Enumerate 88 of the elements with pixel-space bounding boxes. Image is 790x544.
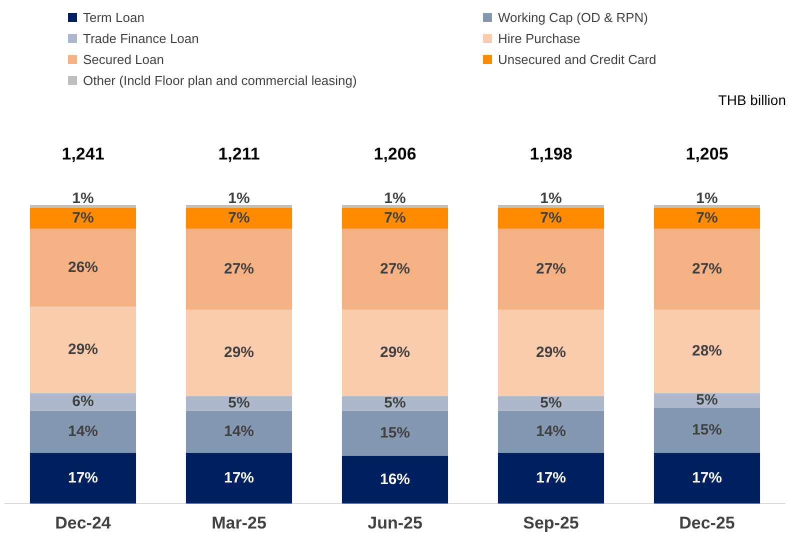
data-label: 7% [696,210,718,227]
annotation: 1,198 [530,144,572,164]
bar [30,228,136,307]
data-label: 5% [540,394,562,412]
data-label: 29% [68,340,98,358]
bar [654,408,760,453]
legend-label: Term Loan [83,10,144,25]
data-label: 28% [692,342,722,360]
x-tick-label: Sep-25 [523,513,579,532]
bar [654,393,760,408]
data-label: 14% [224,423,254,440]
bar [342,228,448,310]
data-label: 15% [380,424,410,442]
data-label: 5% [228,394,250,412]
data-label: 17% [224,469,254,486]
data-label: 14% [68,423,98,440]
bar [654,228,760,310]
bar [186,452,292,504]
data-label: 1% [696,190,718,208]
data-label: 14% [536,423,566,440]
data-label: 7% [72,210,94,227]
bar [342,396,448,412]
bar [498,228,604,310]
legend-label: Secured Loan [83,52,164,67]
legend-label: Unsecured and Credit Card [498,52,656,67]
bar [654,310,760,394]
bar [654,452,760,504]
annotation: 1,211 [218,144,260,164]
data-label: 15% [692,422,722,439]
data-label: 27% [536,260,566,278]
bar [30,393,136,412]
data-label: 7% [384,210,406,227]
data-label: 27% [224,260,254,278]
data-label: 7% [228,210,250,227]
data-label: 5% [384,394,406,412]
data-label: 1% [72,190,94,208]
data-label: 1% [384,190,406,208]
data-label: 16% [380,470,410,488]
bar [654,205,760,208]
legend-label: Other (Incld Floor plan and commercial leasing) [83,73,357,88]
data-label: 17% [536,469,566,486]
legend-label: Working Cap (OD & RPN) [498,10,648,25]
bar [342,411,448,456]
legend-label: Trade Finance Loan [83,31,199,46]
data-label: 27% [380,260,410,278]
x-tick-label: Dec-25 [679,513,735,532]
x-tick-label: Jun-25 [368,513,422,532]
bar [186,396,292,412]
text: THB billion [718,92,786,108]
bar [498,411,604,453]
data-label: 1% [540,190,562,208]
data-label: 1% [228,190,250,208]
data-label: 17% [68,469,98,486]
annotation: 1,205 [686,144,728,164]
annotation: 1,206 [374,144,416,164]
bar [342,208,448,229]
bar [498,452,604,504]
bar [498,310,604,396]
annotation: 1,241 [62,144,104,164]
data-label: 26% [68,258,98,276]
bar [186,411,292,453]
bar [498,205,604,208]
bar [30,411,136,453]
bar [186,310,292,396]
x-tick-label: Mar-25 [212,513,266,532]
legend-label: Hire Purchase [498,31,580,46]
data-label: 29% [536,344,566,361]
bar [654,208,760,229]
bar [498,208,604,229]
x-tick-label: Dec-24 [55,513,112,532]
bar [30,452,136,504]
data-label: 29% [380,344,410,361]
bar [342,310,448,396]
bar [186,228,292,310]
bar [30,205,136,208]
data-label: 27% [692,260,722,278]
data-label: 6% [72,393,94,410]
bar [30,208,136,229]
bar [342,456,448,504]
data-label: 7% [540,210,562,227]
bar [186,205,292,208]
data-label: 5% [696,392,718,409]
bar [498,396,604,412]
bar [342,205,448,208]
bar [186,208,292,229]
data-label: 29% [224,344,254,361]
bar [30,306,136,394]
data-label: 17% [692,469,722,486]
